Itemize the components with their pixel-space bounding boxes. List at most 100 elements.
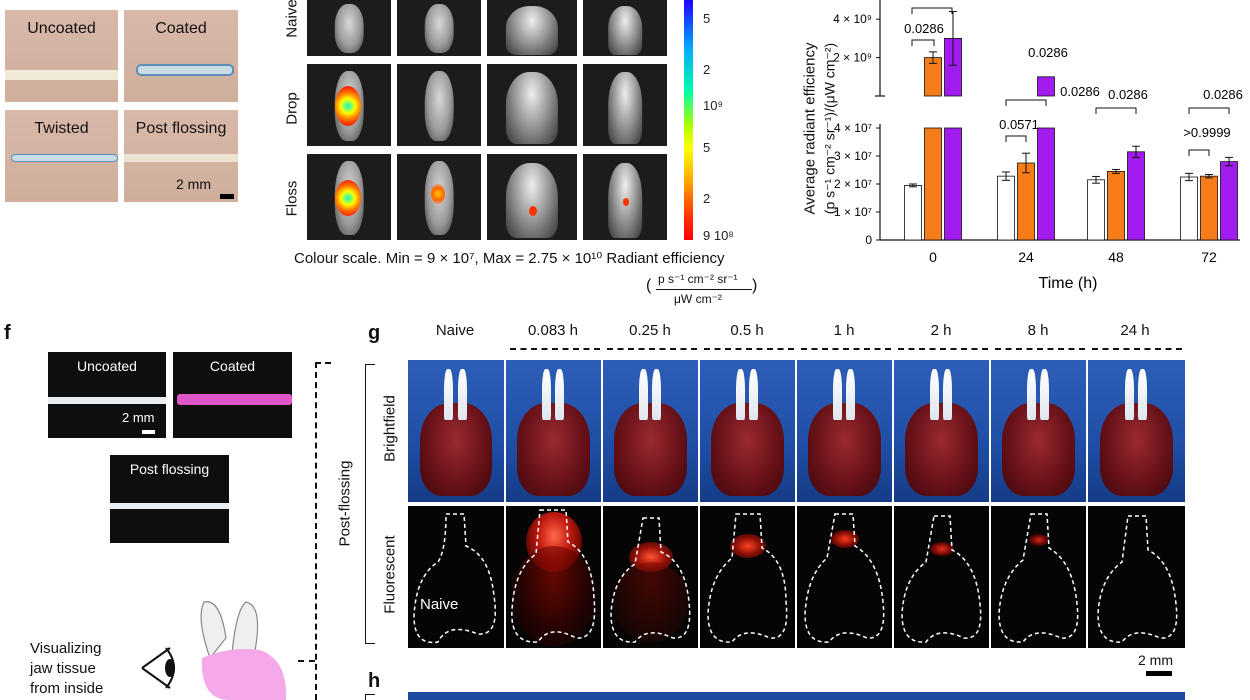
group-bracket [365, 694, 375, 700]
y-tick-label: 4 × 10⁷ [834, 121, 872, 135]
bar [1180, 176, 1198, 241]
mouse-floss-2 [397, 154, 481, 240]
scale-bar-label: 2 mm [176, 176, 211, 192]
label-f-coated: Coated [209, 358, 256, 374]
x-tick-label: 72 [1201, 249, 1217, 265]
label-twisted: Twisted [34, 120, 89, 137]
time-arrow [510, 348, 600, 350]
y-tick-label: 4 × 10⁹ [833, 12, 872, 26]
timepoint-24h: 24 h [1120, 322, 1150, 339]
bar [1107, 170, 1125, 241]
y-tick-label: 3 × 10⁷ [834, 149, 872, 163]
diagram-text: Visualizing [30, 640, 102, 657]
significance-bracket [1188, 107, 1230, 114]
y-tick-label: 1 × 10⁷ [834, 205, 872, 219]
timepoint-1h: 1 h [833, 322, 855, 339]
unit-fraction-line [656, 289, 752, 290]
x-axis-label: Time (h) [1039, 275, 1098, 292]
fluorescent-24h [1088, 506, 1185, 648]
floss-thread [5, 70, 118, 80]
colour-tick: 2 [703, 62, 711, 77]
unit-denominator: μW cm⁻² [674, 292, 722, 306]
group-label-post-flossing: Post-flossing [336, 460, 354, 547]
mouse-floss-4 [583, 154, 667, 240]
fluorescent-0083h [506, 506, 601, 648]
mouse-drop-2 [397, 64, 481, 146]
panel-letter-g: g [368, 322, 381, 344]
fluorescence-glow [930, 542, 954, 556]
brightfield-2h [894, 360, 989, 502]
mouse-drop-4 [583, 64, 667, 146]
scale-bar-g-label: 2 mm [1138, 652, 1173, 668]
brightfield-05h [700, 360, 795, 502]
time-arrow [607, 348, 697, 350]
floss-thread [110, 503, 229, 509]
fluorescence-glow [613, 562, 689, 642]
diagram-text: from inside [30, 680, 104, 697]
floss-thread-pink [177, 394, 292, 405]
floss-thread-post [124, 154, 238, 162]
p-value-label: 0.0286 [1028, 45, 1068, 60]
p-value-label: 0.0571 [999, 117, 1039, 132]
signal-hotspot [335, 86, 361, 126]
bar [944, 127, 962, 241]
fluorescent-05h [700, 506, 795, 648]
floss-thread-twisted [11, 154, 118, 162]
scale-bar [220, 194, 234, 199]
p-value-label: 0.0286 [1060, 84, 1100, 99]
bar-chart: 0 1 × 10⁷ 2 × 10⁷ 3 × 10⁷ 4 × 10⁷ 2 × 10⁹ 4 × … [833, 0, 1243, 292]
bar [1200, 175, 1218, 241]
significance-bracket [1005, 99, 1047, 106]
row-label-fluorescent: Fluorescent [381, 535, 399, 614]
mouse-naive-3 [487, 0, 577, 56]
chart-ylabel-1: Average radiant efficiency [801, 42, 819, 215]
label-f-post-flossing: Post flossing [129, 461, 210, 477]
floss-thread [48, 397, 166, 404]
timepoint-8h: 8 h [1027, 322, 1049, 339]
bar [1017, 162, 1035, 241]
fluorescent-8h [991, 506, 1086, 648]
fluorescent-naive: Naive [408, 506, 504, 648]
panel-letter-f: f [4, 322, 11, 344]
time-arrow [898, 348, 988, 350]
fluorescence-glow [831, 530, 859, 548]
photo-post-flossing: Post flossing 2 mm [124, 110, 238, 202]
colour-tick: 10⁹ [703, 98, 724, 113]
timepoint-025h: 0.25 h [629, 322, 671, 339]
label-f-uncoated: Uncoated [77, 358, 137, 374]
signal-hotspot [529, 206, 537, 216]
brightfield-025h [603, 360, 698, 502]
colour-tick: 9 10⁸ [703, 228, 734, 243]
row-label-naive: Naive [283, 0, 301, 38]
x-tick-label: 0 [929, 249, 937, 265]
time-arrow [704, 348, 794, 350]
colour-scale-bar [684, 0, 693, 240]
mouse-naive-2 [397, 0, 481, 56]
significance-bracket [1095, 107, 1137, 114]
dashed-connector [315, 362, 317, 700]
unit-open: ( [646, 277, 652, 294]
signal-hotspot [335, 180, 361, 216]
y-tick-label: 2 × 10⁹ [833, 51, 872, 65]
timepoint-2h: 2 h [930, 322, 952, 339]
bar [997, 175, 1015, 241]
timepoint-0083h: 0.083 h [527, 322, 579, 339]
fluorescence-glow [512, 546, 596, 646]
p-value-label: 0.0286 [1203, 87, 1243, 102]
photo-f-coated: Coated [173, 352, 292, 438]
bar [904, 184, 922, 241]
fluorescent-2h [894, 506, 989, 648]
colour-tick: 5 [703, 11, 711, 26]
signal-hotspot [623, 198, 629, 206]
unit-close: ) [752, 277, 758, 294]
x-tick-label: 24 [1018, 249, 1034, 265]
bar [1037, 76, 1055, 97]
mouse-drop-1 [307, 64, 391, 146]
unit-numerator: p s⁻¹ cm⁻² sr⁻¹ [658, 272, 738, 286]
label-uncoated: Uncoated [27, 20, 96, 37]
brightfield-8h [991, 360, 1086, 502]
brightfield-0083h [506, 360, 601, 502]
y-tick-label: 0 [865, 233, 872, 247]
photo-twisted: Twisted [5, 110, 118, 202]
bar [1220, 161, 1238, 241]
